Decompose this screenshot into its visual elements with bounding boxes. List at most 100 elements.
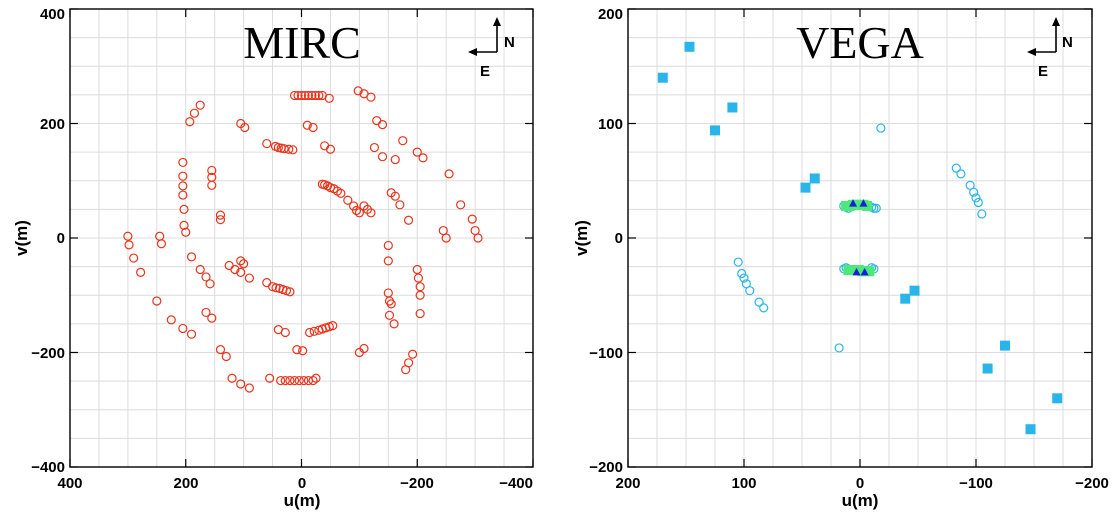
mirc-data-point <box>152 296 162 306</box>
mirc-data-point <box>305 327 315 338</box>
mirc-data-point <box>309 326 319 336</box>
mirc-data-point <box>292 345 302 355</box>
mirc-x-tick-label: 400 <box>57 475 82 492</box>
vega-data-point-square <box>1025 424 1036 435</box>
mirc-data-point <box>224 260 234 271</box>
vega-data-point <box>745 286 755 296</box>
mirc-compass-north-arrowhead <box>493 17 501 26</box>
mirc-data-point <box>408 349 418 359</box>
mirc-data-point <box>308 122 318 133</box>
vega-y-tick-label: 0 <box>615 230 623 247</box>
vega-data-point-square <box>900 293 911 304</box>
mirc-data-point <box>383 240 393 251</box>
mirc-data-point <box>195 100 205 110</box>
vega-data-point <box>951 163 961 173</box>
mirc-compass-north-label: N <box>504 34 515 51</box>
mirc-data-point <box>136 267 146 277</box>
mirc-data-point <box>124 240 134 250</box>
mirc-data-point <box>178 181 188 191</box>
mirc-plot-frame <box>69 8 534 468</box>
mirc-data-point <box>262 138 272 149</box>
vega-data-point-square <box>800 182 811 193</box>
mirc-data-point <box>314 90 324 101</box>
mirc-data-point <box>186 252 197 262</box>
mirc-title: MIRC <box>243 17 361 68</box>
vega-y-tick-labels: −200 −100 0 100 200 <box>589 6 623 476</box>
mirc-data-point <box>384 310 395 320</box>
mirc-compass-east-label: E <box>480 63 490 80</box>
vega-data-point-square <box>909 285 920 296</box>
mirc-data-point <box>390 191 400 201</box>
mirc-y-tick-labels: −400 −200 0 200 400 <box>31 6 65 476</box>
vega-title: VEGA <box>796 17 924 68</box>
vega-data-point-square <box>982 363 993 374</box>
mirc-data-point <box>307 90 317 101</box>
mirc-data-point <box>296 90 307 101</box>
mirc-data-point <box>262 278 272 288</box>
mirc-data-point <box>178 323 188 334</box>
mirc-data-point <box>441 233 451 243</box>
mirc-x-tick-label: −400 <box>499 475 533 492</box>
mirc-data-point <box>185 117 195 127</box>
vega-data-point <box>871 203 881 213</box>
mirc-data-point <box>201 272 211 282</box>
mirc-x-axis-label: u(m) <box>284 491 321 510</box>
mirc-y-tick-label: 0 <box>57 230 65 247</box>
vega-x-tick-label: −200 <box>1075 475 1109 492</box>
vega-data-point-triangle <box>859 199 868 207</box>
vega-data-point <box>754 297 764 307</box>
mirc-data-point <box>221 351 231 362</box>
mirc-data-point <box>300 90 310 101</box>
mirc-data-point <box>353 86 363 96</box>
mirc-data-point <box>236 267 246 277</box>
vega-y-tick-label: −200 <box>589 459 623 476</box>
vega-data-point-square <box>1052 393 1063 404</box>
vega-data-point <box>834 343 844 353</box>
mirc-y-tick-label: 200 <box>40 116 65 133</box>
mirc-data-point <box>271 283 281 293</box>
mirc-data-point <box>348 201 359 211</box>
mirc-data-point <box>186 329 197 339</box>
vega-grid <box>628 9 1092 467</box>
mirc-data-point <box>284 144 294 154</box>
vega-data-point-square <box>727 102 738 113</box>
vega-data-point <box>969 187 979 197</box>
mirc-data-point <box>377 120 388 130</box>
mirc-data-point <box>403 358 414 368</box>
mirc-data-point <box>473 233 483 243</box>
mirc-data-point <box>303 375 314 386</box>
mirc-data-point <box>207 313 217 323</box>
mirc-data-point <box>215 345 226 355</box>
mirc-data-point <box>276 375 286 386</box>
mirc-data-point <box>415 308 425 319</box>
vega-compass-north-arrowhead <box>1052 17 1060 26</box>
vega-data-point <box>739 273 749 283</box>
mirc-data-point <box>205 279 215 289</box>
vega-x-tick-label: 100 <box>731 475 756 492</box>
mirc-data-point <box>294 375 304 386</box>
mirc-data-point <box>456 200 466 210</box>
mirc-data-point <box>279 144 289 154</box>
mirc-compass: N E <box>468 17 515 80</box>
vega-panel: VEGA N E 200 100 0 −100 −200 −200 −100 0… <box>572 6 1109 510</box>
mirc-x-tick-label: 0 <box>298 475 306 492</box>
mirc-data-point <box>179 220 189 231</box>
mirc-data-point <box>418 153 428 163</box>
mirc-data-point <box>412 147 422 157</box>
mirc-data-point <box>265 373 275 383</box>
vega-data-point <box>956 169 966 179</box>
vega-data-point-square <box>1000 340 1010 351</box>
mirc-data-point <box>280 375 290 386</box>
mirc-data-point <box>236 379 246 389</box>
mirc-data-point <box>383 256 393 266</box>
vega-data-point <box>977 209 987 219</box>
mirc-y-axis-label: v(m) <box>12 220 31 256</box>
mirc-data-point <box>189 108 200 118</box>
vega-y-tick-label: 100 <box>598 116 623 133</box>
mirc-data-point <box>178 190 188 200</box>
mirc-data-point <box>289 375 300 386</box>
mirc-data-point <box>123 231 133 241</box>
mirc-data-point <box>293 90 303 101</box>
mirc-data-point <box>156 239 167 249</box>
vega-plot-frame <box>627 8 1093 468</box>
